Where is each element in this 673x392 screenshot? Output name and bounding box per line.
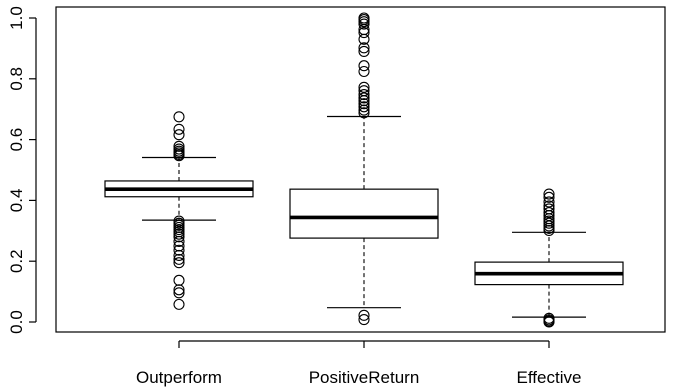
y-tick-label: 0.6 — [7, 128, 26, 152]
outlier-point — [173, 240, 185, 252]
plot-frame — [55, 6, 666, 333]
y-tick-label: 0.8 — [7, 67, 26, 91]
box-series — [104, 12, 624, 328]
outlier-point — [358, 42, 370, 54]
outlier-point — [173, 287, 185, 299]
outlier-point — [173, 228, 185, 240]
outlier-point — [358, 309, 370, 321]
outlier-point — [173, 257, 185, 269]
outlier-point — [173, 253, 185, 265]
outlier-point — [358, 95, 370, 107]
outlier-point — [173, 298, 185, 310]
outlier-point — [543, 191, 555, 203]
y-tick-label: 0.4 — [7, 189, 26, 213]
outlier-point — [173, 244, 185, 256]
y-axis: 0.0 0.2 0.4 0.6 0.8 1.0 — [7, 6, 37, 334]
outlier-point — [543, 224, 555, 237]
outlier-point — [543, 188, 555, 200]
outlier-point — [173, 231, 185, 243]
y-tick-label: 1.0 — [7, 6, 26, 30]
outlier-point — [173, 249, 185, 261]
outlier-point — [543, 220, 555, 232]
outlier-point — [358, 45, 370, 57]
outlier-point — [173, 123, 185, 135]
outlier-point — [173, 284, 185, 296]
x-tick-label: Outperform — [136, 368, 222, 387]
x-tick-label: Effective — [517, 368, 582, 387]
outlier-point — [358, 16, 370, 28]
outlier-point — [173, 111, 185, 123]
outlier-point — [543, 196, 555, 208]
outlier-point — [358, 92, 370, 104]
outlier-point — [358, 98, 370, 110]
outlier-point — [543, 316, 555, 328]
outlier-point — [358, 81, 370, 93]
box-group — [104, 111, 254, 310]
outlier-point — [173, 140, 185, 152]
outlier-point — [358, 60, 370, 72]
box-group — [474, 188, 624, 328]
outlier-point — [173, 129, 185, 141]
outlier-point — [173, 150, 185, 162]
outlier-point — [358, 107, 370, 119]
outlier-point — [173, 274, 185, 286]
outlier-point — [358, 89, 370, 101]
box — [289, 188, 439, 239]
outlier-point — [173, 235, 185, 247]
x-axis: Outperform PositiveReturn Effective — [136, 340, 582, 387]
outlier-point — [543, 207, 555, 219]
outlier-point — [358, 104, 370, 116]
outlier-point — [358, 18, 370, 30]
x-tick-label: PositiveReturn — [309, 368, 420, 387]
box-group — [289, 12, 439, 326]
y-tick-label: 0.2 — [7, 249, 26, 273]
outlier-point — [358, 65, 370, 78]
y-tick-label: 0.0 — [7, 310, 26, 334]
outlier-point — [358, 33, 370, 45]
outlier-point — [358, 314, 370, 326]
outlier-point — [358, 27, 370, 39]
outlier-point — [543, 217, 555, 229]
outlier-point — [358, 101, 370, 113]
